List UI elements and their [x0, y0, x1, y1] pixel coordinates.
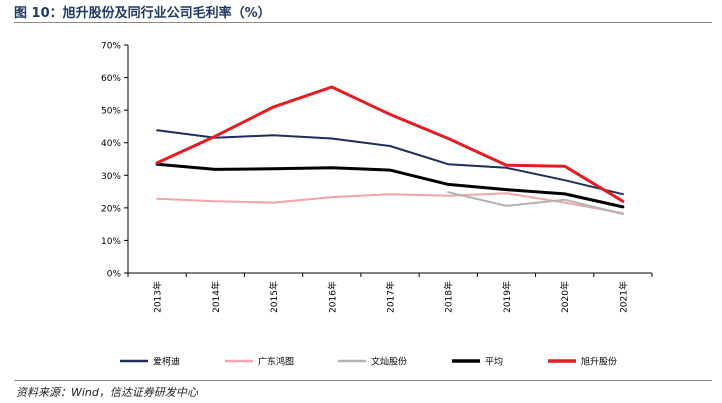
- y-tick-label: 30%: [101, 172, 121, 182]
- x-tick-label: 2017年: [385, 281, 397, 313]
- legend-label-5: 旭升股份: [581, 356, 617, 368]
- legend-label-4: 平均: [485, 356, 503, 368]
- legend-label-3: 文灿股份: [371, 356, 407, 368]
- x-tick-label: 2021年: [617, 281, 629, 313]
- y-tick-label: 70%: [101, 42, 121, 52]
- y-tick-label: 60%: [101, 74, 121, 84]
- x-tick-label: 2016年: [326, 281, 338, 313]
- source-divider: [14, 380, 712, 381]
- x-tick-label: 2013年: [152, 281, 164, 313]
- series-line-2: [156, 192, 624, 215]
- y-tick-label: 50%: [101, 107, 121, 117]
- legend-label-2: 广东鸿图: [258, 356, 294, 368]
- legend-label-1: 爱柯迪: [153, 356, 180, 368]
- y-tick-label: 20%: [101, 204, 121, 214]
- series-line-4: [155, 162, 625, 209]
- x-tick-label: 2020年: [559, 281, 571, 313]
- x-tick-label: 2019年: [501, 281, 513, 313]
- title-divider: [14, 22, 712, 23]
- series-line-1: [156, 129, 624, 196]
- figure-title: 图 10：旭升股份及同行业公司毛利率（%）: [14, 6, 271, 21]
- series-line-3: [447, 191, 624, 215]
- figure-source: 资料来源：Wind，信达证券研发中心: [16, 386, 198, 399]
- x-tick-label: 2014年: [210, 281, 222, 313]
- y-tick-label: 40%: [101, 139, 121, 149]
- series-line-5: [155, 85, 625, 203]
- y-tick-label: 10%: [101, 237, 121, 247]
- x-tick-label: 2018年: [443, 281, 455, 313]
- y-tick-label: 0%: [107, 270, 122, 280]
- x-tick-label: 2015年: [268, 281, 280, 313]
